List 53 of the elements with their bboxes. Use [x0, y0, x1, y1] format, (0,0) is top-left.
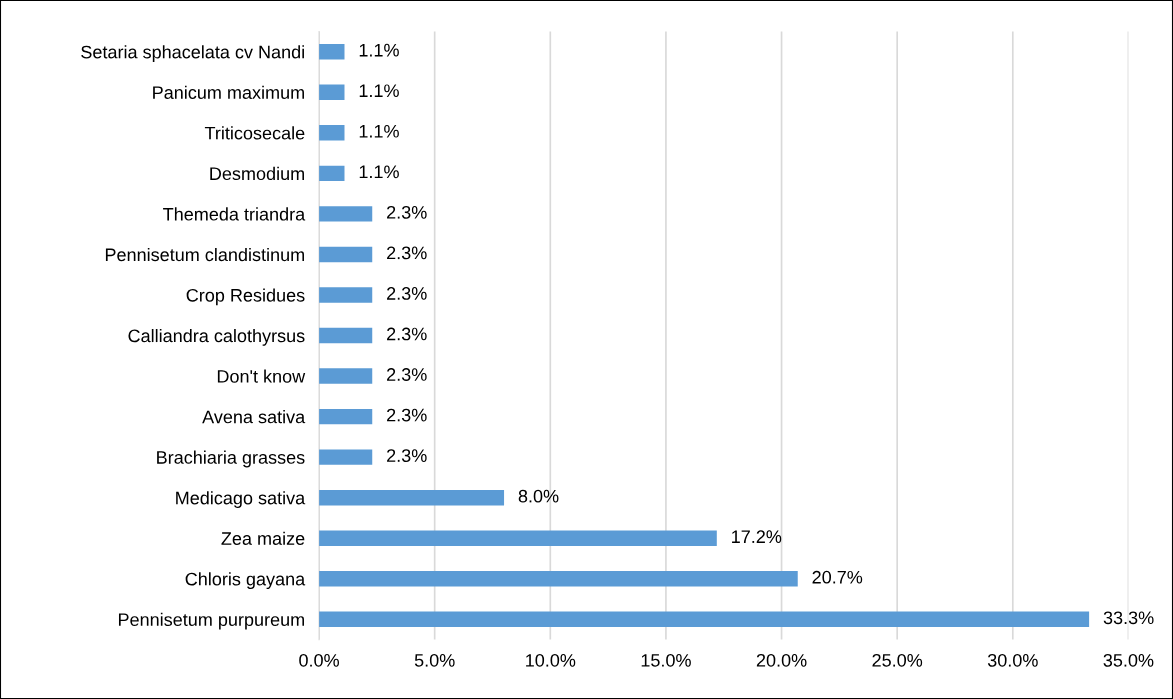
bar: [319, 611, 1090, 628]
bar: [319, 246, 373, 263]
data-label: 33.3%: [1103, 611, 1154, 625]
bar: [319, 489, 505, 506]
x-tick-label: 35.0%: [1103, 653, 1154, 667]
data-label: 2.3%: [387, 205, 427, 219]
bar: [319, 287, 373, 303]
bar: [319, 571, 798, 587]
data-label: 2.3%: [387, 368, 427, 381]
y-tick-label: Setaria sphacelata cv Nandi: [81, 45, 304, 63]
y-tick-label: Chloris gayana: [185, 572, 306, 590]
data-label: 2.3%: [387, 449, 427, 462]
bar: [319, 408, 373, 425]
data-label: 20.7%: [812, 570, 863, 584]
bar: [319, 368, 373, 384]
y-tick-label: Pennisetum purpureum: [118, 612, 304, 630]
bar: [319, 530, 717, 546]
y-tick-label: Calliandra calothyrsus: [128, 328, 305, 346]
data-label: 2.3%: [387, 327, 427, 341]
x-tick-label: 25.0%: [872, 653, 923, 667]
bar: [319, 44, 345, 60]
y-tick-label: Zea maize: [221, 531, 305, 545]
x-tick-label: 10.0%: [526, 653, 576, 667]
data-label: 17.2%: [732, 530, 782, 544]
bar: [319, 165, 345, 182]
y-tick-label: Brachiaria grasses: [157, 450, 305, 468]
bar: [319, 206, 373, 222]
data-label: 1.1%: [359, 84, 399, 98]
data-label: 1.1%: [359, 165, 399, 179]
x-tick-label: 30.0%: [987, 653, 1038, 667]
data-label: 1.1%: [359, 43, 399, 57]
bar: [319, 327, 373, 344]
data-label: 2.3%: [387, 287, 427, 300]
y-tick-label: Pennisetum clandistinum: [105, 247, 304, 262]
x-tick-label: 5.0%: [414, 653, 455, 667]
y-tick-label: Panicum maximum: [153, 85, 304, 99]
y-tick-label: Avena sativa: [202, 410, 306, 424]
data-label: 1.1%: [359, 124, 399, 138]
y-tick-label: Triticosecale: [204, 126, 305, 140]
y-tick-label: Medicago sativa: [176, 491, 306, 508]
x-tick-label: 15.0%: [641, 653, 691, 667]
y-tick-label: Crop Residues: [186, 288, 305, 306]
x-tick-label: 0.0%: [299, 653, 339, 667]
y-tick-label: Themeda triandra: [163, 207, 306, 221]
x-tick-label: 20.0%: [756, 653, 807, 667]
bar: [319, 84, 345, 100]
y-tick-label: Don't know: [217, 369, 306, 383]
y-tick-label: Desmodium: [210, 166, 304, 181]
data-label: 2.3%: [387, 246, 427, 260]
data-label: 2.3%: [387, 408, 427, 422]
bar: [319, 125, 345, 141]
bar: [319, 449, 373, 465]
data-label: 8.0%: [518, 489, 559, 503]
